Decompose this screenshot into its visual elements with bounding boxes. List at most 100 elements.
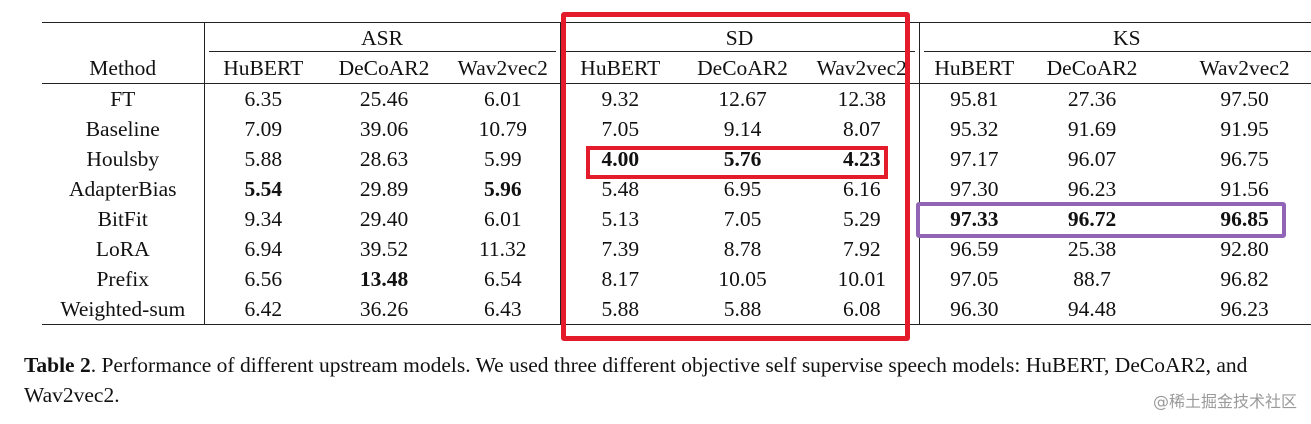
value-cell: 5.99 <box>483 146 522 171</box>
value-cell-best: 4.23 <box>842 146 881 171</box>
value-cell: 7.92 <box>842 236 881 261</box>
method-cell: Houlsby <box>86 146 160 171</box>
value-cell: 91.56 <box>1220 176 1269 201</box>
value-cell: 8.78 <box>723 236 762 261</box>
value-cell: 97.17 <box>918 144 1030 174</box>
value-cell: 5.48 <box>559 174 681 204</box>
caption-label: Table 2 <box>24 353 91 377</box>
value-cell-best: 13.48 <box>359 266 409 291</box>
group-header-asr: ASR <box>203 22 561 53</box>
model-header: DeCoAR2 <box>697 55 788 80</box>
method-header: Method <box>89 55 157 80</box>
value-cell-best: 97.33 <box>918 204 1030 234</box>
value-cell: 6.54 <box>483 266 522 291</box>
value-cell: 36.26 <box>322 294 446 325</box>
value-cell: 12.38 <box>805 83 920 114</box>
value-cell: 8.07 <box>842 116 881 141</box>
table-row: BitFit 9.34 29.40 6.01 5.13 7.05 5.29 97… <box>42 204 1311 234</box>
value-cell: 9.32 <box>559 83 681 114</box>
results-table-container: ASR SD KS Method HuBERT DeCoAR2 Wav2vec2… <box>42 22 1311 325</box>
table-row: Prefix 6.56 13.48 6.54 8.17 10.05 10.01 … <box>42 264 1311 294</box>
model-header: DeCoAR2 <box>1046 55 1138 80</box>
value-cell: 6.42 <box>203 294 322 325</box>
table-row: Houlsby 5.88 28.63 5.99 4.00 5.76 4.23 9… <box>42 144 1311 174</box>
table-caption: Table 2. Performance of different upstre… <box>24 350 1294 410</box>
value-cell: 25.46 <box>322 83 446 114</box>
value-cell: 88.7 <box>1073 266 1111 291</box>
value-cell: 10.01 <box>837 266 886 291</box>
method-header-spacer <box>42 22 204 53</box>
value-cell: 5.13 <box>559 204 681 234</box>
table-row: Baseline 7.09 39.06 10.79 7.05 9.14 8.07… <box>42 114 1311 144</box>
value-cell-best: 5.76 <box>723 146 762 171</box>
value-cell: 6.95 <box>723 176 762 201</box>
value-cell: 7.09 <box>203 114 322 144</box>
value-cell: 6.56 <box>203 264 322 294</box>
method-cell: FT <box>42 83 204 114</box>
value-cell: 94.48 <box>1029 294 1156 325</box>
value-cell-best: 96.85 <box>1220 206 1269 231</box>
value-cell-best: 5.96 <box>483 176 522 201</box>
value-cell: 28.63 <box>359 146 409 171</box>
value-cell: 12.67 <box>680 83 806 114</box>
group-header-sd: SD <box>559 22 920 53</box>
table-row: FT 6.35 25.46 6.01 9.32 12.67 12.38 95.8… <box>42 83 1311 114</box>
value-cell: 95.81 <box>918 83 1030 114</box>
value-cell: 6.01 <box>446 83 561 114</box>
value-cell: 96.82 <box>1220 266 1269 291</box>
value-cell: 27.36 <box>1029 83 1156 114</box>
value-cell: 7.39 <box>559 234 681 264</box>
method-cell: LoRA <box>95 236 150 261</box>
value-cell: 7.05 <box>559 114 681 144</box>
value-cell: 5.29 <box>842 206 881 231</box>
value-cell-best: 5.54 <box>203 174 322 204</box>
value-cell: 29.40 <box>359 206 409 231</box>
value-cell: 96.07 <box>1067 146 1117 171</box>
caption-text: . Performance of different upstream mode… <box>24 353 1248 407</box>
value-cell: 39.06 <box>359 116 409 141</box>
method-cell: BitFit <box>97 206 148 231</box>
table-row: AdapterBias 5.54 29.89 5.96 5.48 6.95 6.… <box>42 174 1311 204</box>
value-cell: 96.30 <box>918 294 1030 325</box>
value-cell: 91.69 <box>1067 116 1117 141</box>
value-cell: 10.05 <box>718 266 767 291</box>
group-header-ks-label: KS <box>923 26 1311 52</box>
model-header: HuBERT <box>918 53 1030 84</box>
model-header: Wav2vec2 <box>1199 55 1290 80</box>
value-cell: 6.43 <box>446 294 561 325</box>
value-cell: 6.35 <box>203 83 322 114</box>
value-cell: 97.50 <box>1155 83 1311 114</box>
method-cell: AdapterBias <box>69 176 177 201</box>
value-cell: 25.38 <box>1067 236 1117 261</box>
value-cell: 96.23 <box>1067 176 1117 201</box>
results-table-body: FT 6.35 25.46 6.01 9.32 12.67 12.38 95.8… <box>42 83 1311 325</box>
group-header-sd-label: SD <box>564 26 915 52</box>
value-cell: 96.75 <box>1220 146 1269 171</box>
value-cell-best: 96.72 <box>1067 206 1117 231</box>
model-header: DeCoAR2 <box>338 55 430 80</box>
value-cell: 6.08 <box>805 294 920 325</box>
model-header: Wav2vec2 <box>457 55 548 80</box>
table-row: Weighted-sum 6.42 36.26 6.43 5.88 5.88 6… <box>42 294 1311 325</box>
results-table: ASR SD KS Method HuBERT DeCoAR2 Wav2vec2… <box>42 22 1311 325</box>
method-cell: Prefix <box>96 266 150 291</box>
model-header: Wav2vec2 <box>816 55 907 80</box>
value-cell: 29.89 <box>359 176 409 201</box>
value-cell: 5.88 <box>559 294 681 325</box>
value-cell: 6.01 <box>483 206 522 231</box>
method-cell: Baseline <box>85 116 160 141</box>
model-header: HuBERT <box>203 53 322 84</box>
value-cell: 95.32 <box>918 114 1030 144</box>
value-cell: 10.79 <box>478 116 527 141</box>
value-cell: 39.52 <box>359 236 409 261</box>
value-cell: 96.23 <box>1155 294 1311 325</box>
method-cell: Weighted-sum <box>42 294 204 325</box>
model-header: HuBERT <box>559 53 681 84</box>
value-cell: 9.14 <box>723 116 762 141</box>
value-cell: 6.16 <box>842 176 881 201</box>
value-cell: 96.59 <box>918 234 1030 264</box>
value-cell: 5.88 <box>203 144 322 174</box>
value-cell: 6.94 <box>203 234 322 264</box>
table-row: LoRA 6.94 39.52 11.32 7.39 8.78 7.92 96.… <box>42 234 1311 264</box>
watermark: @稀土掘金技术社区 <box>1152 392 1297 411</box>
